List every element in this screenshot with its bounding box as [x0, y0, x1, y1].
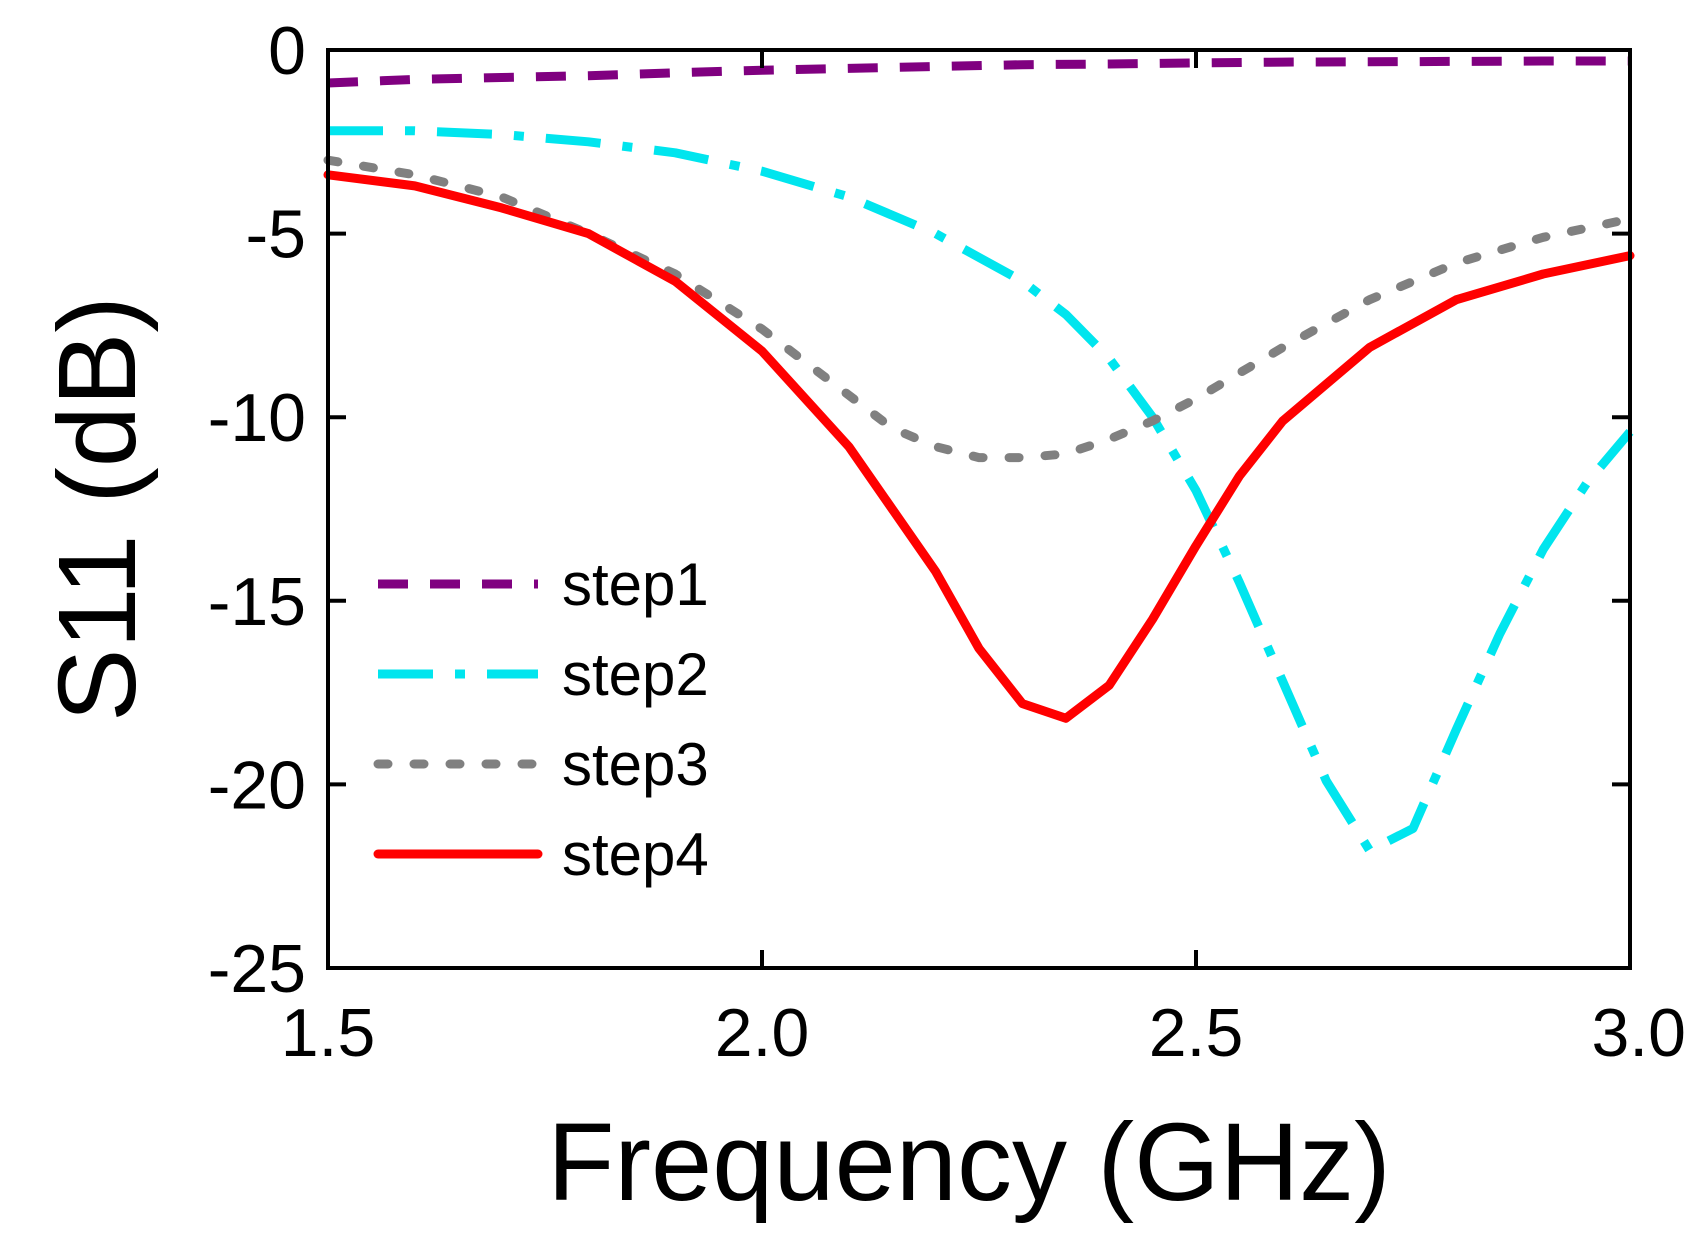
y-tick-label: -20: [208, 747, 306, 823]
plot-frame: [326, 48, 1632, 970]
x-axis-title: Frequency (GHz): [547, 1101, 1391, 1224]
series-lines: [323, 56, 1635, 855]
legend-label-step1: step1: [562, 551, 709, 618]
legend: step1 step2 step3 step4: [373, 551, 709, 888]
x-tick-label: 2.0: [715, 995, 810, 1071]
x-tick-label: 1.5: [281, 995, 376, 1071]
y-tick-label: -10: [208, 380, 306, 456]
x-tick-label: 2.5: [1149, 995, 1244, 1071]
axis-ticks: [326, 48, 1632, 970]
x-tick-label: 3.0: [1591, 995, 1686, 1071]
y-tick-label: -15: [208, 564, 306, 640]
series-line-step4: [323, 170, 1635, 723]
tick-labels: 1.5 2.0 2.5 3.0 0 -5 -10 -15 -20 -25: [208, 13, 1686, 1071]
series-line-step1: [327, 56, 1630, 88]
y-axis-title: S11 (dB): [36, 296, 159, 722]
series-line-step2: [328, 126, 1634, 855]
legend-label-step2: step2: [562, 641, 709, 708]
legend-label-step4: step4: [562, 821, 709, 888]
y-tick-label: -25: [208, 931, 306, 1007]
y-tick-label: 0: [268, 13, 306, 89]
y-tick-label: -5: [246, 197, 306, 273]
legend-label-step3: step3: [562, 731, 709, 798]
